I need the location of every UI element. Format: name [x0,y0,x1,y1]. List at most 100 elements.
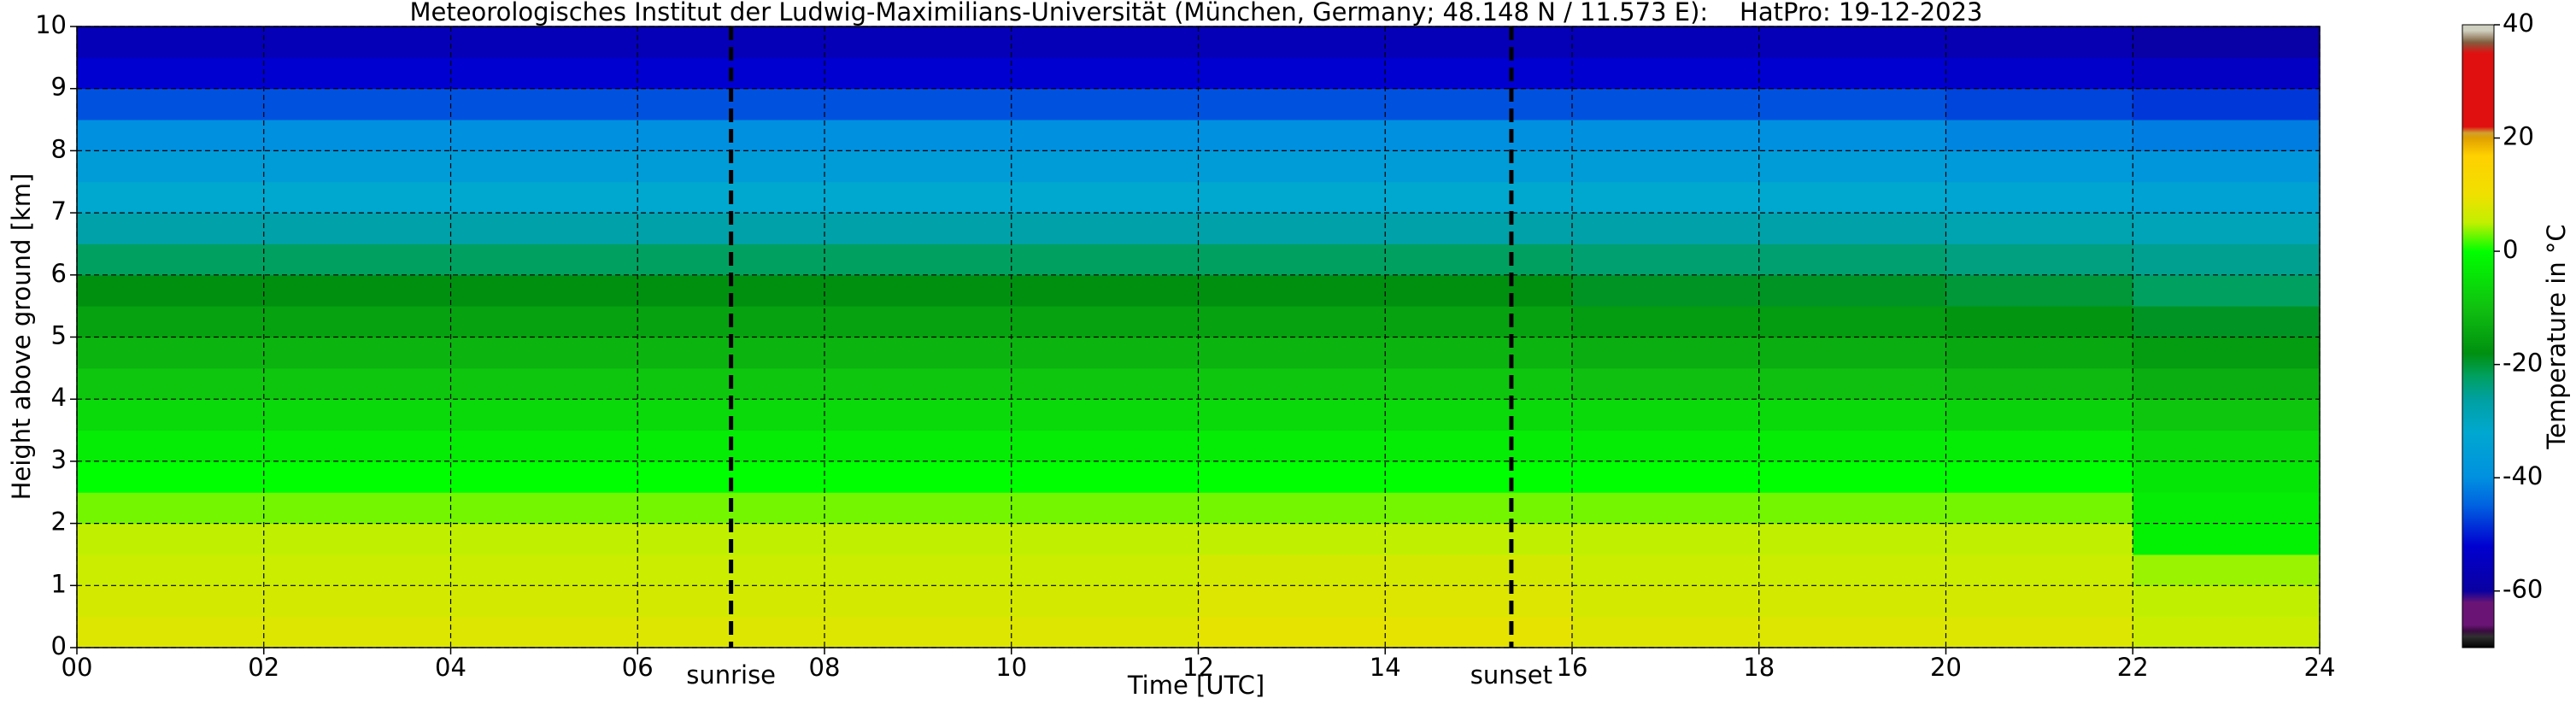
heatmap-cell [1758,337,1946,369]
heatmap-cell [824,243,1012,276]
heatmap-cell [2133,430,2321,462]
heatmap-cell [1385,461,1573,493]
heatmap-cell [263,181,451,214]
colorbar-segment [2462,631,2494,637]
heatmap-cell [1385,616,1573,648]
heatmap-cell [1198,399,1386,431]
heatmap-cell [450,461,638,493]
heatmap-cell [1011,150,1199,183]
colorbar-segment [2462,30,2494,43]
heatmap-cell [77,57,265,90]
heatmap-cell [1011,616,1199,648]
heatmap-cell [263,616,451,648]
colorbar-segment [2462,41,2494,54]
heatmap-cell [2133,461,2321,493]
heatmap-cell [263,523,451,555]
heatmap-cell [77,367,265,400]
x-tick-label: 12 [1182,653,1214,682]
heatmap-cell [77,492,265,525]
heatmap-cell [450,26,638,58]
heatmap-cell [824,88,1012,120]
heatmap-cell [1385,367,1573,400]
colorbar-segment [2462,222,2494,252]
heatmap-cell [77,150,265,183]
y-tick-label: 8 [51,134,67,163]
colorbar-segment [2462,132,2494,139]
heatmap-cell [1572,306,1760,337]
heatmap-cell [1011,57,1199,90]
heatmap-cell [824,306,1012,337]
heatmap-cell [1945,337,2133,369]
heatmap-cell [1945,367,2133,400]
colorbar-tick-label: 40 [2503,9,2534,38]
heatmap-cell [1011,461,1199,493]
x-tick-label: 06 [622,653,654,682]
heatmap-cell [824,57,1012,90]
y-tick-label: 10 [35,10,67,39]
heatmap-cell [1572,523,1760,555]
heatmap-cell [77,337,265,369]
heatmap-cell [1945,150,2133,183]
heatmap-cell [1385,88,1573,120]
colorbar-tick-label: -20 [2503,349,2543,378]
heatmap-cell [450,430,638,462]
colorbar-segment [2462,53,2494,127]
heatmap-cell [77,585,265,618]
heatmap-cell [1011,430,1199,462]
heatmap-cell [1385,430,1573,462]
heatmap-cell [450,523,638,555]
heatmap-cell [1945,181,2133,214]
y-tick-label: 5 [51,321,67,350]
heatmap-cell [824,399,1012,431]
heatmap-cell [2133,213,2321,244]
heatmap-cell [1198,337,1386,369]
y-tick-label: 4 [51,383,67,412]
heatmap-cell [1758,57,1946,90]
heatmap-cell [1198,57,1386,90]
colorbar-segment [2462,545,2494,592]
heatmap-cell [1758,306,1946,337]
heatmap-cell [450,337,638,369]
x-tick-label: 18 [1743,653,1775,682]
heatmap-cell [824,120,1012,151]
colorbar-segment [2462,506,2494,547]
heatmap-cell [1011,306,1199,337]
heatmap-cell [1572,399,1760,431]
heatmap-cell [263,26,451,58]
heatmap-cell [1198,88,1386,120]
heatmap-cell [2133,585,2321,618]
colorbar-tick-label: 20 [2503,122,2534,151]
heatmap-cell [263,57,451,90]
heatmap-cell [1945,274,2133,307]
heatmap-cell [1572,181,1760,214]
chart-title: Meteorologisches Institut der Ludwig-Max… [409,0,1982,26]
heatmap-cell [1945,430,2133,462]
heatmap-cell [1758,585,1946,618]
heatmap-cell [263,399,451,431]
heatmap-cell [263,367,451,400]
heatmap-cell [77,181,265,214]
heatmap-cell [1758,243,1946,276]
heatmap-cell [824,523,1012,555]
x-tick-label: 00 [62,653,93,682]
heatmap-cell [77,213,265,244]
heatmap-cell [1758,616,1946,648]
heatmap-cell [1011,213,1199,244]
annotation-label: sunset [1470,660,1552,689]
heatmap-cell [77,399,265,431]
heatmap-cell [1011,243,1199,276]
heatmap-cell [1385,243,1573,276]
heatmap-cell [77,554,265,586]
y-tick-label: 3 [51,445,67,474]
heatmap-cell [1758,181,1946,214]
heatmap-cell [1385,523,1573,555]
heatmap-cell [77,430,265,462]
heatmap-cell [1572,616,1760,648]
x-axis-label: Time [UTC] [1127,671,1265,700]
heatmap-cell [1385,585,1573,618]
heatmap-cell [824,616,1012,648]
heatmap-cell [1385,57,1573,90]
heatmap-cell [450,399,638,431]
heatmap-cell [2133,120,2321,151]
